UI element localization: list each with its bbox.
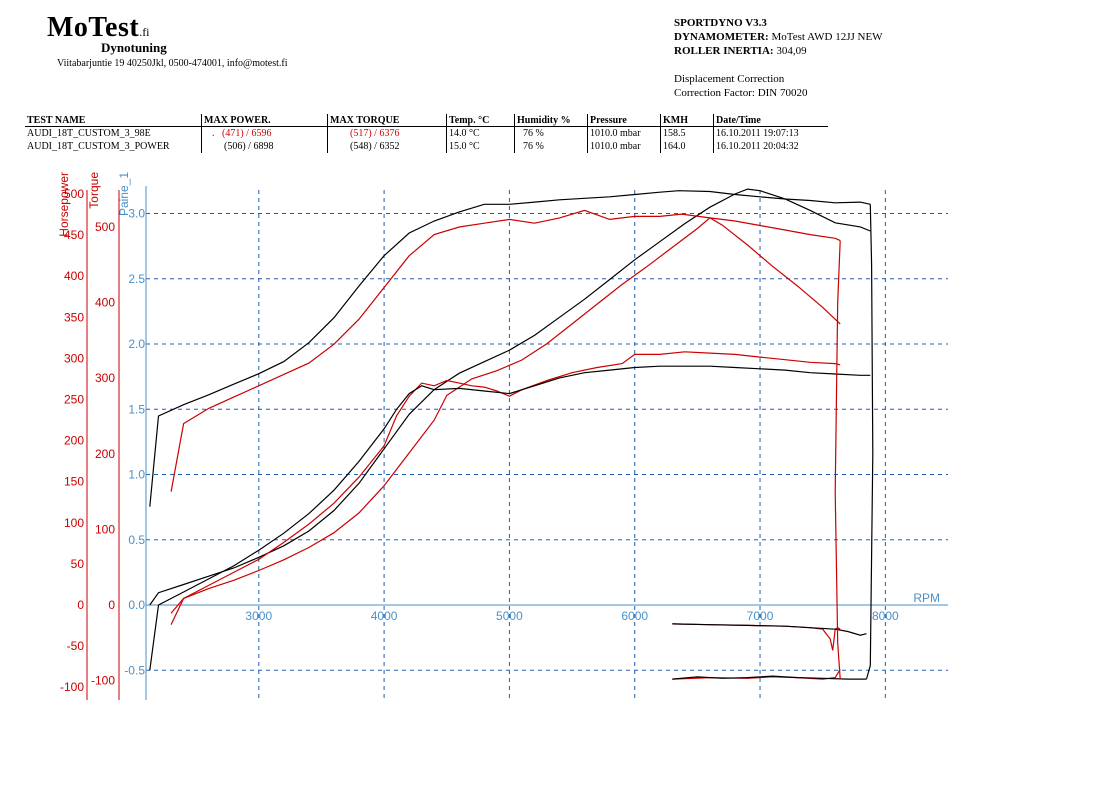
col-datetime: Date/Time bbox=[713, 114, 828, 127]
x-axis-label: RPM bbox=[913, 591, 940, 605]
col-max-power: MAX POWER. bbox=[201, 114, 328, 127]
logo-sub: Dynotuning bbox=[101, 40, 167, 55]
run-pressure: 1010.0 mbar bbox=[587, 126, 661, 140]
dynamometer-label: DYNAMOMETER: bbox=[674, 31, 769, 43]
horsepower-tick-label: 200 bbox=[64, 434, 84, 448]
paine-axis-title: Paine_1 bbox=[117, 172, 131, 216]
horsepower-tick-label: 450 bbox=[64, 228, 84, 242]
horsepower-tick-label: 300 bbox=[64, 351, 84, 365]
paine-tick-label: -0.5 bbox=[124, 663, 145, 677]
x-tick-label: 5000 bbox=[496, 609, 523, 623]
horsepower-axis-title: Horsepower bbox=[57, 172, 71, 237]
dyno-info: SPORTDYNO V3.3 DYNAMOMETER: MoTest AWD 1… bbox=[674, 16, 883, 100]
col-kmh: KMH bbox=[660, 114, 714, 127]
col-pressure: Pressure bbox=[587, 114, 661, 127]
col-humidity: Humidity % bbox=[514, 114, 588, 127]
horsepower-tick-label: -50 bbox=[67, 639, 85, 653]
x-tick-label: 8000 bbox=[872, 609, 899, 623]
horsepower-tick-label: 400 bbox=[64, 269, 84, 283]
col-max-torque: MAX TORQUE bbox=[327, 114, 447, 127]
runs-table-header: TEST NAME MAX POWER. MAX TORQUE Temp. °C… bbox=[25, 114, 828, 127]
run-kmh: 158.5 bbox=[660, 126, 714, 140]
run-datetime: 16.10.2011 20:04:32 bbox=[716, 141, 799, 152]
run-max-power: (506) / 6898 bbox=[201, 140, 328, 153]
series-line-4 bbox=[149, 190, 871, 507]
run-name: AUDI_18T_CUSTOM_3_POWER bbox=[25, 140, 202, 153]
horsepower-tick-label: 0 bbox=[77, 598, 84, 612]
horsepower-tick-label: -100 bbox=[60, 680, 84, 694]
horsepower-tick-label: 250 bbox=[64, 393, 84, 407]
x-tick-label: 4000 bbox=[371, 609, 398, 623]
horsepower-tick-label: 350 bbox=[64, 310, 84, 324]
x-tick-label: 6000 bbox=[621, 609, 648, 623]
paine-tick-label: 2.0 bbox=[128, 337, 145, 351]
series-line-10 bbox=[672, 675, 867, 680]
series-line-5 bbox=[170, 351, 841, 625]
table-row: AUDI_18T_CUSTOM_3_POWER (506) / 6898 (54… bbox=[25, 140, 828, 153]
logo-sup: .fi bbox=[139, 25, 150, 39]
x-tick-label: 7000 bbox=[747, 609, 774, 623]
logo-main: MoTest bbox=[47, 12, 140, 43]
logo: MoTest.fi Dynotuning bbox=[47, 12, 167, 55]
run-max-torque: (548) / 6352 bbox=[327, 140, 447, 153]
series-line-3 bbox=[170, 209, 841, 492]
dynamometer-value: MoTest AWD 12JJ NEW bbox=[771, 31, 883, 43]
run-temp: 14.0 °C bbox=[446, 126, 515, 140]
paine-tick-label: 3.0 bbox=[128, 207, 145, 221]
series-line-2 bbox=[149, 188, 871, 606]
torque-tick-label: 0 bbox=[108, 598, 115, 612]
series-line-8 bbox=[672, 623, 867, 636]
run-temp: 15.0 °C bbox=[446, 140, 515, 153]
series-line-12 bbox=[865, 204, 874, 680]
torque-tick-label: 200 bbox=[95, 447, 115, 461]
paine-tick-label: 2.5 bbox=[128, 272, 145, 286]
col-test-name: TEST NAME bbox=[25, 114, 202, 127]
inertia-label: ROLLER INERTIA: bbox=[674, 45, 774, 57]
series-line-1 bbox=[170, 217, 841, 614]
run-humidity: 76 % bbox=[514, 126, 588, 140]
table-row: AUDI_18T_CUSTOM_3_98E . (471) / 6596 (51… bbox=[25, 126, 828, 140]
series-line-11 bbox=[834, 240, 841, 680]
torque-axis-title: Torque bbox=[87, 172, 101, 209]
run-max-torque: (517) / 6376 bbox=[327, 126, 447, 140]
run-pressure: 1010.0 mbar bbox=[587, 140, 661, 153]
software-version: SPORTDYNO V3.3 bbox=[674, 17, 767, 29]
col-temp: Temp. °C bbox=[446, 114, 515, 127]
run-humidity: 76 % bbox=[514, 140, 588, 153]
correction-factor: Correction Factor: DIN 70020 bbox=[674, 87, 808, 99]
runs-table: TEST NAME MAX POWER. MAX TORQUE Temp. °C… bbox=[25, 114, 828, 153]
torque-tick-label: 500 bbox=[95, 220, 115, 234]
run-name: AUDI_18T_CUSTOM_3_98E bbox=[25, 126, 202, 140]
horsepower-tick-label: 100 bbox=[64, 516, 84, 530]
series-line-6 bbox=[149, 365, 871, 671]
run-max-power: . (471) / 6596 bbox=[201, 126, 328, 140]
run-datetime: 16.10.2011 19:07:13 bbox=[716, 128, 799, 139]
paine-tick-label: 0.0 bbox=[128, 598, 145, 612]
horsepower-tick-label: 50 bbox=[71, 557, 85, 571]
displacement-correction: Displacement Correction bbox=[674, 73, 785, 85]
torque-tick-label: -100 bbox=[91, 674, 115, 688]
paine-tick-label: 0.5 bbox=[128, 533, 145, 547]
address: Viitabarjuntie 19 40250Jkl, 0500-474001,… bbox=[57, 58, 288, 69]
paine-tick-label: 1.0 bbox=[128, 468, 145, 482]
inertia-value: 304,09 bbox=[776, 45, 807, 57]
torque-tick-label: 400 bbox=[95, 296, 115, 310]
x-tick-label: 3000 bbox=[245, 609, 272, 623]
horsepower-tick-label: 150 bbox=[64, 475, 84, 489]
paine-tick-label: 1.5 bbox=[128, 402, 145, 416]
horsepower-tick-label: 500 bbox=[64, 187, 84, 201]
torque-tick-label: 100 bbox=[95, 522, 115, 536]
torque-tick-label: 300 bbox=[95, 371, 115, 385]
run-kmh: 164.0 bbox=[660, 140, 714, 153]
